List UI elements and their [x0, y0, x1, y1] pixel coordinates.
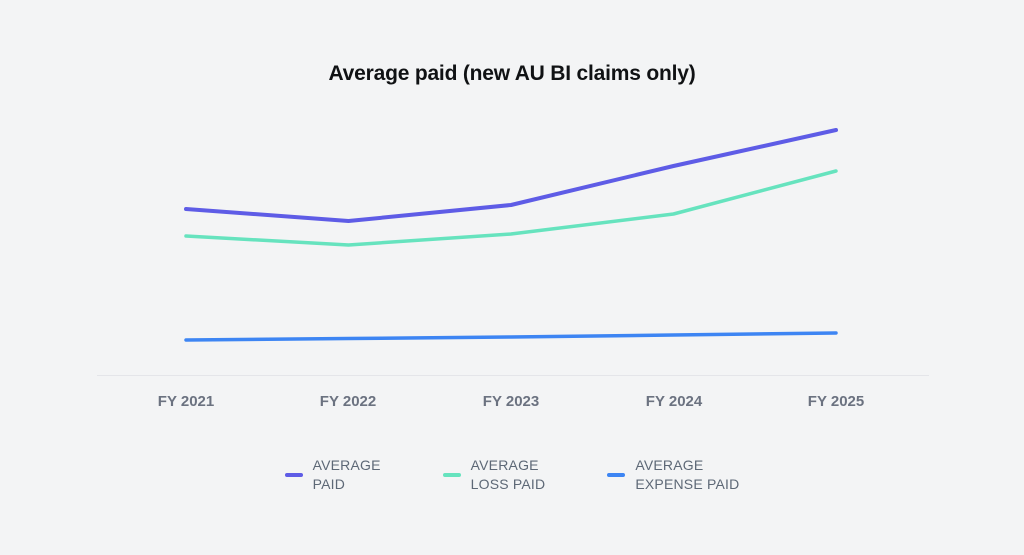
- legend-item-average-loss-paid[interactable]: AVERAGE LOSS PAID: [442, 456, 546, 494]
- series-line-average-loss-paid: [184, 169, 838, 247]
- legend-label-line1: AVERAGE: [312, 457, 381, 473]
- legend-label-line1: AVERAGE: [470, 457, 539, 473]
- legend-label-line2: PAID: [312, 476, 346, 492]
- legend-label-line2: LOSS PAID: [470, 476, 546, 492]
- legend-swatch-average-paid-icon: [284, 473, 303, 477]
- legend-swatch-average-expense-paid-icon: [607, 473, 626, 477]
- series-line-average-paid: [184, 128, 838, 223]
- chart-legend: AVERAGE PAID AVERAGE LOSS PAID AVERAGE E…: [0, 456, 1024, 494]
- chart-title: Average paid (new AU BI claims only): [328, 62, 696, 85]
- legend-label-average-paid: AVERAGE PAID: [313, 456, 381, 494]
- series-line-average-expense-paid: [184, 331, 838, 342]
- chart-series-lines: [184, 128, 838, 342]
- legend-label-line1: AVERAGE: [635, 457, 704, 473]
- legend-item-average-paid[interactable]: AVERAGE PAID: [284, 456, 381, 494]
- legend-item-average-expense-paid[interactable]: AVERAGE EXPENSE PAID: [607, 456, 739, 494]
- legend-label-average-expense-paid: AVERAGE EXPENSE PAID: [635, 456, 739, 494]
- legend-label-line2: EXPENSE PAID: [635, 476, 740, 492]
- legend-swatch-average-loss-paid-icon: [442, 473, 461, 477]
- legend-label-average-loss-paid: AVERAGE LOSS PAID: [471, 456, 546, 494]
